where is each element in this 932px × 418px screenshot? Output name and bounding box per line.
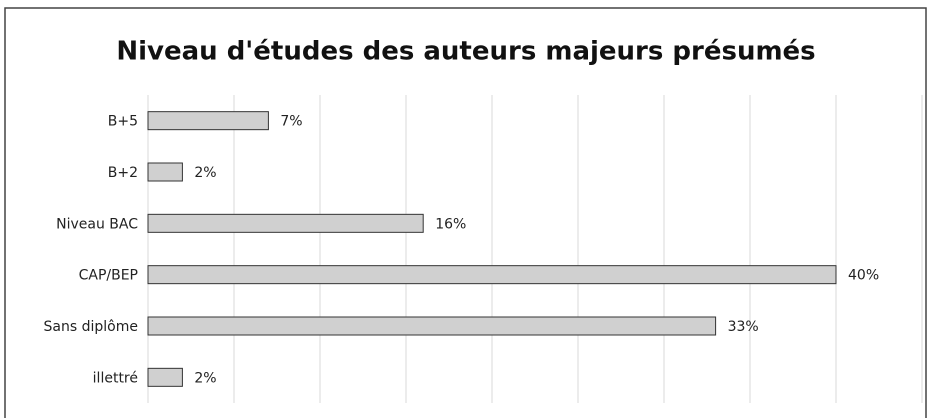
y-tick-label: B+5 <box>108 114 138 130</box>
data-label: 40% <box>848 268 879 284</box>
bar <box>147 213 424 233</box>
chart-border <box>4 7 927 418</box>
chart-title: Niveau d'études des auteurs majeurs prés… <box>116 37 815 67</box>
data-label: 33% <box>728 319 759 335</box>
y-tick-label: B+2 <box>108 165 138 181</box>
bar <box>147 265 837 285</box>
bar <box>147 367 183 387</box>
y-tick-label: illettré <box>93 370 138 386</box>
bar <box>147 316 717 336</box>
bar <box>147 111 269 131</box>
bar <box>147 162 183 182</box>
y-tick-label: Niveau BAC <box>56 216 138 232</box>
y-tick-label: Sans diplôme <box>44 319 138 335</box>
y-tick-label: CAP/BEP <box>79 268 138 284</box>
data-label: 2% <box>194 165 216 181</box>
data-label: 2% <box>194 370 216 386</box>
data-label: 7% <box>280 114 302 130</box>
data-label: 16% <box>435 216 466 232</box>
